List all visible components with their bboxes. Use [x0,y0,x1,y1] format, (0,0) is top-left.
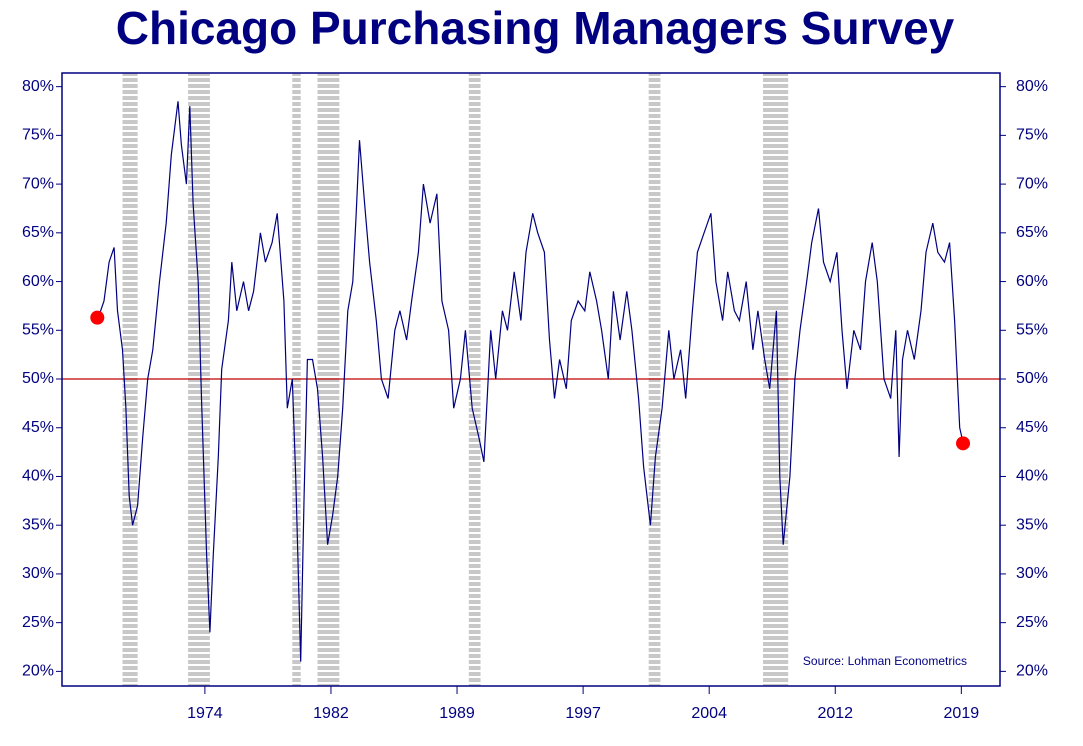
y-tick-label: 75% [22,127,54,144]
y-tick-label: 50% [22,370,54,387]
x-tick-label: 2019 [944,705,980,722]
y-tick-label: 60% [22,273,54,290]
y2-tick-label: 60% [1016,273,1048,290]
x-tick-label: 2004 [691,705,727,722]
y-tick-label: 25% [22,614,54,631]
y2-tick-label: 55% [1016,322,1048,339]
y2-tick-label: 40% [1016,468,1048,485]
y2-tick-label: 20% [1016,663,1048,680]
x-tick-label: 1974 [187,705,223,722]
y2-tick-label: 50% [1016,370,1048,387]
y-tick-label: 35% [22,516,54,533]
plot-area: 20% 25% 30% 35% 40% 45% 50% 55% 60% 65% 70% 75% 80% 2… [22,73,1048,722]
x-tick-label: 1989 [439,705,475,722]
chart-title: Chicago Purchasing Managers Survey [116,2,955,54]
y-tick-label: 30% [22,565,54,582]
source-note: Source: Lohman Econometrics [803,654,967,668]
y2-tick-label: 45% [1016,419,1048,436]
x-tick-label: 1997 [565,705,601,722]
y-tick-label: 70% [22,175,54,192]
x-tick-label: 2012 [817,705,853,722]
plot-frame [61,72,1001,687]
y-tick-label: 45% [22,419,54,436]
data-line [96,101,964,662]
y-tick-label: 80% [22,78,54,95]
y2-tick-label: 35% [1016,516,1048,533]
y2-tick-label: 65% [1016,224,1048,241]
highlight-marker [956,436,971,451]
y2-tick-label: 70% [1016,175,1048,192]
x-tick-label: 1982 [313,705,349,722]
y2-tick-label: 25% [1016,614,1048,631]
highlight-marker [90,310,105,325]
y2-tick-label: 30% [1016,565,1048,582]
y2-tick-label: 75% [1016,127,1048,144]
y-tick-label: 40% [22,468,54,485]
y2-tick-label: 80% [1016,78,1048,95]
y-tick-label: 65% [22,224,54,241]
y-tick-label: 55% [22,322,54,339]
y-tick-label: 20% [22,663,54,680]
